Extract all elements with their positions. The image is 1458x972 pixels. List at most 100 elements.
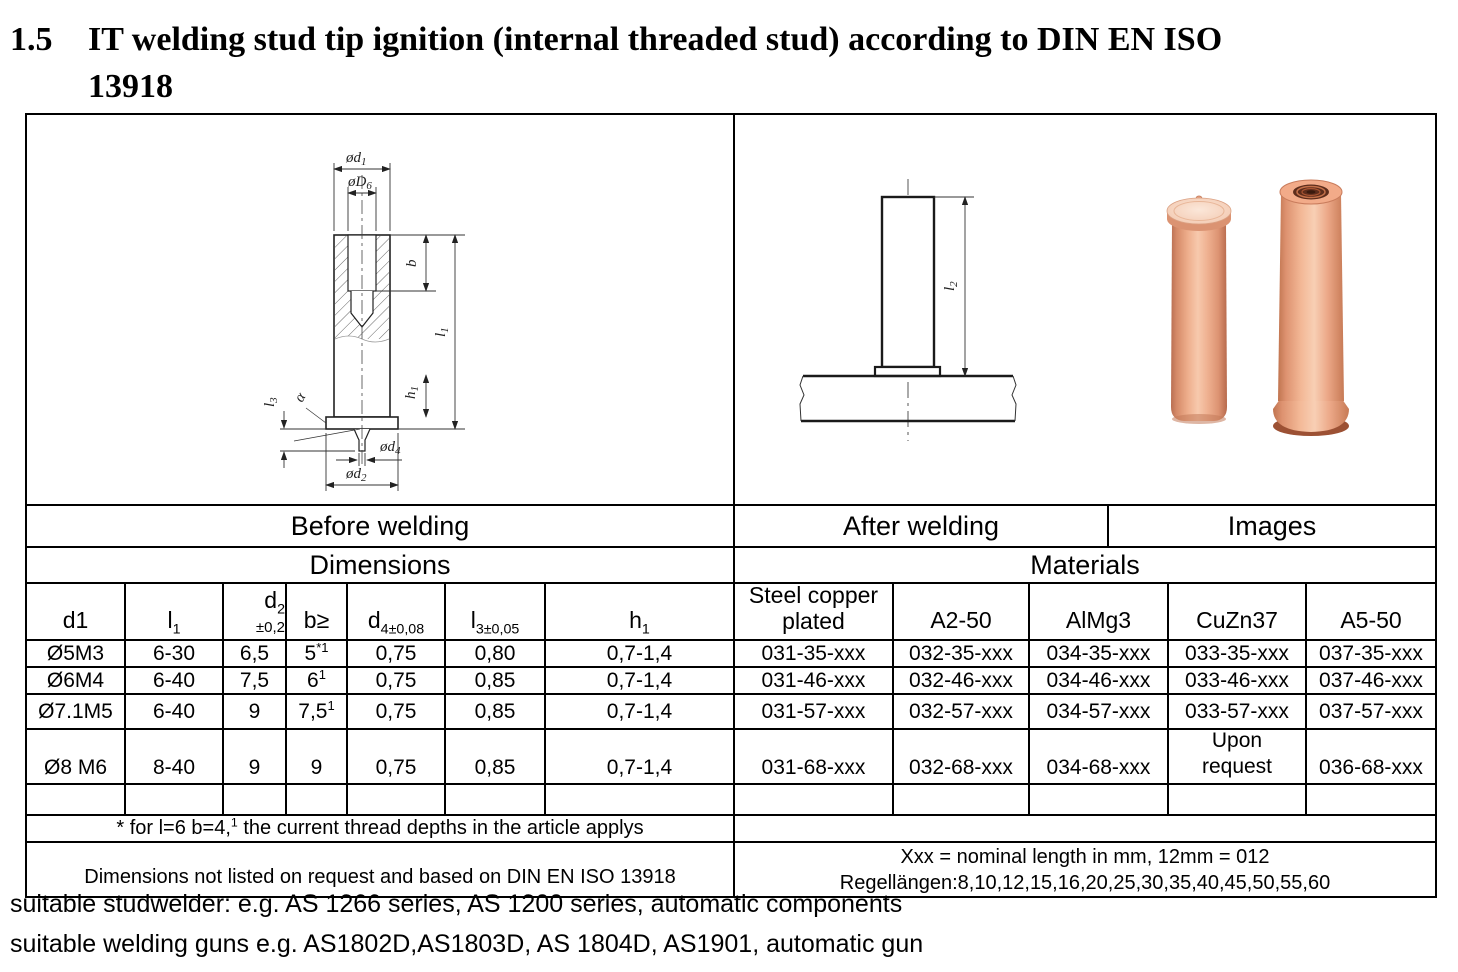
cell-d2: 9 bbox=[224, 730, 287, 783]
empty-cell bbox=[287, 785, 348, 814]
cell-article: 031-57-xxx bbox=[735, 695, 894, 728]
welded-stud bbox=[880, 195, 936, 369]
empty-cell bbox=[735, 816, 1435, 841]
dim-label-l3: l3 bbox=[262, 397, 280, 407]
empty-cell bbox=[546, 785, 733, 814]
heading-text: IT welding stud tip ignition (internal t… bbox=[88, 16, 1222, 110]
images-label: Images bbox=[1227, 510, 1317, 541]
cell-d4: 0,75 bbox=[348, 641, 446, 666]
col-header-steel-copper: Steel copper plated bbox=[735, 584, 894, 639]
cell-d4: 0,75 bbox=[348, 668, 446, 693]
cell-h1: 0,7-1,4 bbox=[606, 699, 673, 723]
cell-b: 5*1 bbox=[287, 641, 348, 666]
stud-photo-tip-up bbox=[1166, 195, 1232, 424]
cell-article: 034-35-xxx bbox=[1030, 641, 1169, 666]
dim-label-l1: l1 bbox=[433, 327, 451, 337]
cell-d4: 0,75 bbox=[348, 730, 446, 783]
cell-article: 036-68-xxx bbox=[1319, 756, 1423, 779]
cell-d2: 9 bbox=[224, 695, 287, 728]
cell-article: 032-35-xxx bbox=[894, 641, 1030, 666]
cell-article: 033-46-xxx bbox=[1169, 668, 1307, 693]
weld-flange bbox=[873, 365, 942, 378]
dim-label-D6: øD6 bbox=[347, 174, 372, 192]
cell-l1: 6-30 bbox=[126, 641, 224, 666]
plate-break-right bbox=[1011, 375, 1017, 422]
cell-b: 7,51 bbox=[287, 695, 348, 728]
after-welding-images-cell: l2 bbox=[735, 115, 1435, 504]
cell-b: 9 bbox=[287, 730, 348, 783]
cell-l1: 8-40 bbox=[126, 730, 224, 783]
cell-h1: 0,7-1,4 bbox=[606, 756, 673, 779]
empty-cell bbox=[446, 785, 546, 814]
cell-d1: Ø5M3 bbox=[27, 641, 126, 666]
cell-l3: 0,85 bbox=[446, 695, 546, 728]
group-header-row: Dimensions Materials bbox=[27, 548, 1435, 584]
cell-d4: 0,75 bbox=[348, 695, 446, 728]
heading-line2: 13918 bbox=[88, 68, 173, 105]
standard-lengths-note: Regellängen:8,10,12,15,16,20,25,30,35,40… bbox=[839, 871, 1331, 894]
cell-article: 031-35-xxx bbox=[735, 641, 894, 666]
cell-d2: 7,5 bbox=[224, 668, 287, 693]
spec-table: ød1 øD6 b l1 h1 bbox=[25, 113, 1437, 898]
empty-cell bbox=[1169, 785, 1307, 814]
col-header-d1: d1 bbox=[27, 584, 126, 639]
cell-l3: 0,80 bbox=[446, 641, 546, 666]
cell-l3: 0,85 bbox=[446, 668, 546, 693]
col-header-b: b≥ bbox=[287, 584, 348, 639]
materials-label: Materials bbox=[1030, 549, 1140, 580]
notes-row: Dimensions not listed on request and bas… bbox=[27, 843, 1435, 896]
section-label-row: Before welding After welding Images bbox=[27, 506, 1435, 548]
section-number: 1.5 bbox=[10, 21, 53, 58]
footnote: * for l=6 b=4,1 the current thread depth… bbox=[27, 816, 735, 841]
empty-cell bbox=[1030, 785, 1169, 814]
stud-photo-thread-up bbox=[1273, 179, 1349, 436]
cell-d1: Ø6M4 bbox=[27, 668, 126, 693]
col-header-d4: d4±0,08 bbox=[348, 584, 446, 639]
cell-h1: 0,7-1,4 bbox=[606, 641, 673, 665]
col-header-cuzn37: CuZn37 bbox=[1169, 584, 1307, 639]
empty-cell bbox=[348, 785, 446, 814]
table-row: Ø5M3 6-30 6,5 5*1 0,75 0,80 0,7-1,4 031-… bbox=[27, 641, 1435, 668]
col-header-a2-50: A2-50 bbox=[894, 584, 1030, 639]
empty-cell bbox=[894, 785, 1030, 814]
cell-d2: 6,5 bbox=[224, 641, 287, 666]
empty-cell bbox=[27, 785, 126, 814]
col-header-d2: d2 ±0,2 bbox=[224, 584, 287, 639]
dimensions-label: Dimensions bbox=[27, 548, 735, 582]
cell-d1: Ø8 M6 bbox=[27, 730, 126, 783]
plate-break-left bbox=[799, 375, 805, 422]
cell-d1: Ø7.1M5 bbox=[27, 695, 126, 728]
column-header-row: d1 l1 d2 ±0,2 b≥ d4±0,08 l3±0,05 h1 Stee… bbox=[27, 584, 1435, 641]
before-welding-cell: ød1 øD6 b l1 h1 bbox=[27, 115, 735, 504]
before-welding-label: Before welding bbox=[27, 506, 735, 546]
cell-article: 032-57-xxx bbox=[894, 695, 1030, 728]
welding-guns-note: suitable welding guns e.g. AS1802D,AS180… bbox=[10, 930, 924, 958]
col-header-a5-50: A5-50 bbox=[1340, 607, 1402, 633]
cell-l1: 6-40 bbox=[126, 695, 224, 728]
cell-l3: 0,85 bbox=[446, 730, 546, 783]
cell-h1: 0,7-1,4 bbox=[606, 668, 673, 692]
after-welding-drawing: l2 bbox=[799, 179, 1017, 441]
dim-label-b: b bbox=[404, 259, 420, 267]
col-header-l1: l1 bbox=[126, 584, 224, 639]
col-header-almg3: AlMg3 bbox=[1030, 584, 1169, 639]
col-header-l3: l3±0,05 bbox=[446, 584, 546, 639]
length-code-note: Xxx = nominal length in mm, 12mm = 012 R… bbox=[735, 843, 1435, 896]
empty-cell bbox=[735, 785, 894, 814]
dim-label-l2: l2 bbox=[942, 281, 960, 291]
empty-cell bbox=[224, 785, 287, 814]
dim-label-alpha: α bbox=[292, 389, 310, 405]
col-header-h1: h1 bbox=[629, 607, 650, 638]
cell-article: 037-57-xxx bbox=[1319, 699, 1423, 723]
page-heading: 1.5 IT welding stud tip ignition (intern… bbox=[10, 16, 1222, 110]
footnote-row: * for l=6 b=4,1 the current thread depth… bbox=[27, 816, 1435, 843]
dimensions-note: Dimensions not listed on request and bas… bbox=[27, 843, 735, 896]
cell-article: 037-46-xxx bbox=[1319, 668, 1423, 692]
cell-l1: 6-40 bbox=[126, 668, 224, 693]
cell-article: 032-68-xxx bbox=[894, 730, 1030, 783]
empty-row bbox=[27, 785, 1435, 816]
page-footer: suitable studwelder: e.g. AS 1266 series… bbox=[10, 884, 923, 964]
dim-label-d1: ød1 bbox=[345, 150, 367, 168]
dim-label-h1: h1 bbox=[403, 386, 421, 399]
